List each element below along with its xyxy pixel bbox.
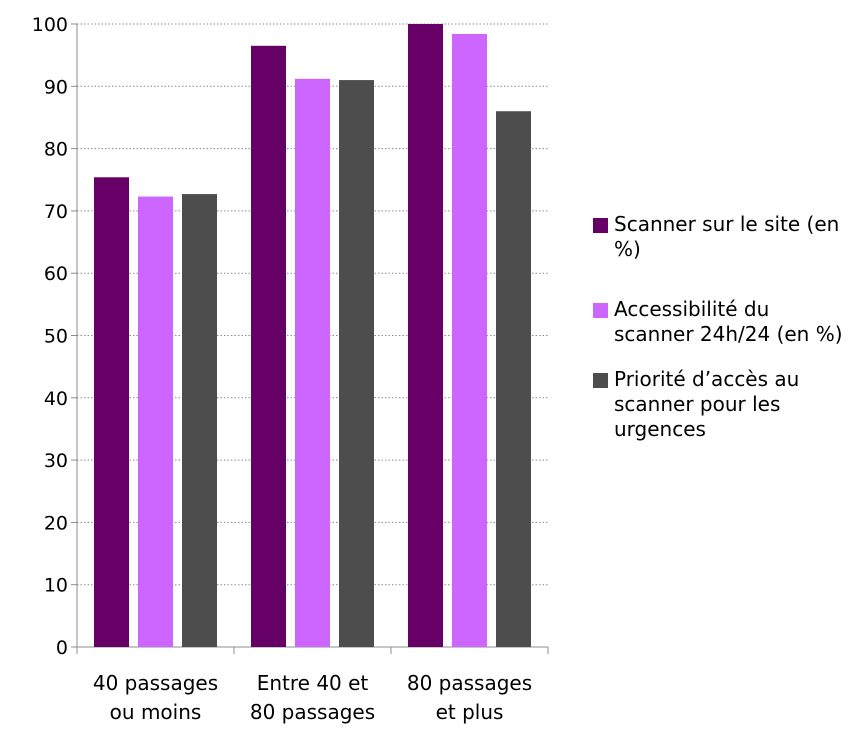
- y-tick-label: 0: [56, 637, 68, 659]
- bar-series-2-cat-2: [295, 78, 330, 648]
- x-category-label: 40 passages: [93, 671, 218, 695]
- y-tick-label: 60: [44, 263, 68, 285]
- legend: Scanner sur le site (en %) Accessibilité…: [593, 212, 843, 442]
- legend-swatch: [593, 218, 608, 233]
- bar-series-3-cat-3: [496, 111, 531, 648]
- bar-series-3-cat-2: [339, 80, 374, 647]
- legend-item-accessibilite: Accessibilité du scanner 24h/24 (en %): [593, 297, 843, 347]
- legend-item-priorite-acces: Priorité d’accès au scanner pour les urg…: [593, 367, 843, 442]
- x-category-label: 80 passages: [407, 671, 532, 695]
- bar-series-2-cat-1: [138, 196, 173, 648]
- y-tick-label: 20: [44, 512, 68, 534]
- bar-series-2-cat-3: [452, 33, 487, 647]
- x-category-label: ou moins: [110, 700, 202, 724]
- y-tick-label: 10: [44, 575, 68, 597]
- x-axis-category-labels: 40 passages ou moins Entre 40 et 80 passage…: [93, 671, 532, 724]
- y-axis-tick-labels: 0 10 20 30 40 50 60 70 80 90 100: [32, 14, 68, 659]
- legend-label: Priorité d’accès au scanner pour les urg…: [614, 367, 800, 441]
- bar-series-1-cat-2: [251, 45, 286, 648]
- bar-series-3-cat-1: [182, 194, 217, 648]
- legend-swatch: [593, 373, 608, 388]
- legend-label: Scanner sur le site (en %): [614, 212, 840, 261]
- x-category-label: 80 passages: [250, 700, 375, 724]
- bar-series-1-cat-1: [94, 177, 129, 647]
- legend-swatch: [593, 303, 608, 318]
- legend-label: Accessibilité du scanner 24h/24 (en %): [614, 297, 843, 346]
- y-tick-label: 70: [44, 201, 68, 223]
- legend-item-scanner-sur-le-site: Scanner sur le site (en %): [593, 212, 843, 262]
- y-tick-label: 30: [44, 450, 68, 472]
- y-tick-label: 50: [44, 326, 68, 348]
- y-tick-label: 80: [44, 139, 68, 161]
- y-tick-label: 100: [32, 14, 68, 36]
- x-category-label: et plus: [436, 700, 504, 724]
- x-category-label: Entre 40 et: [257, 671, 369, 695]
- y-tick-label: 40: [44, 388, 68, 410]
- bars: [94, 24, 531, 648]
- y-tick-label: 90: [44, 76, 68, 98]
- bar-series-1-cat-3: [408, 24, 443, 647]
